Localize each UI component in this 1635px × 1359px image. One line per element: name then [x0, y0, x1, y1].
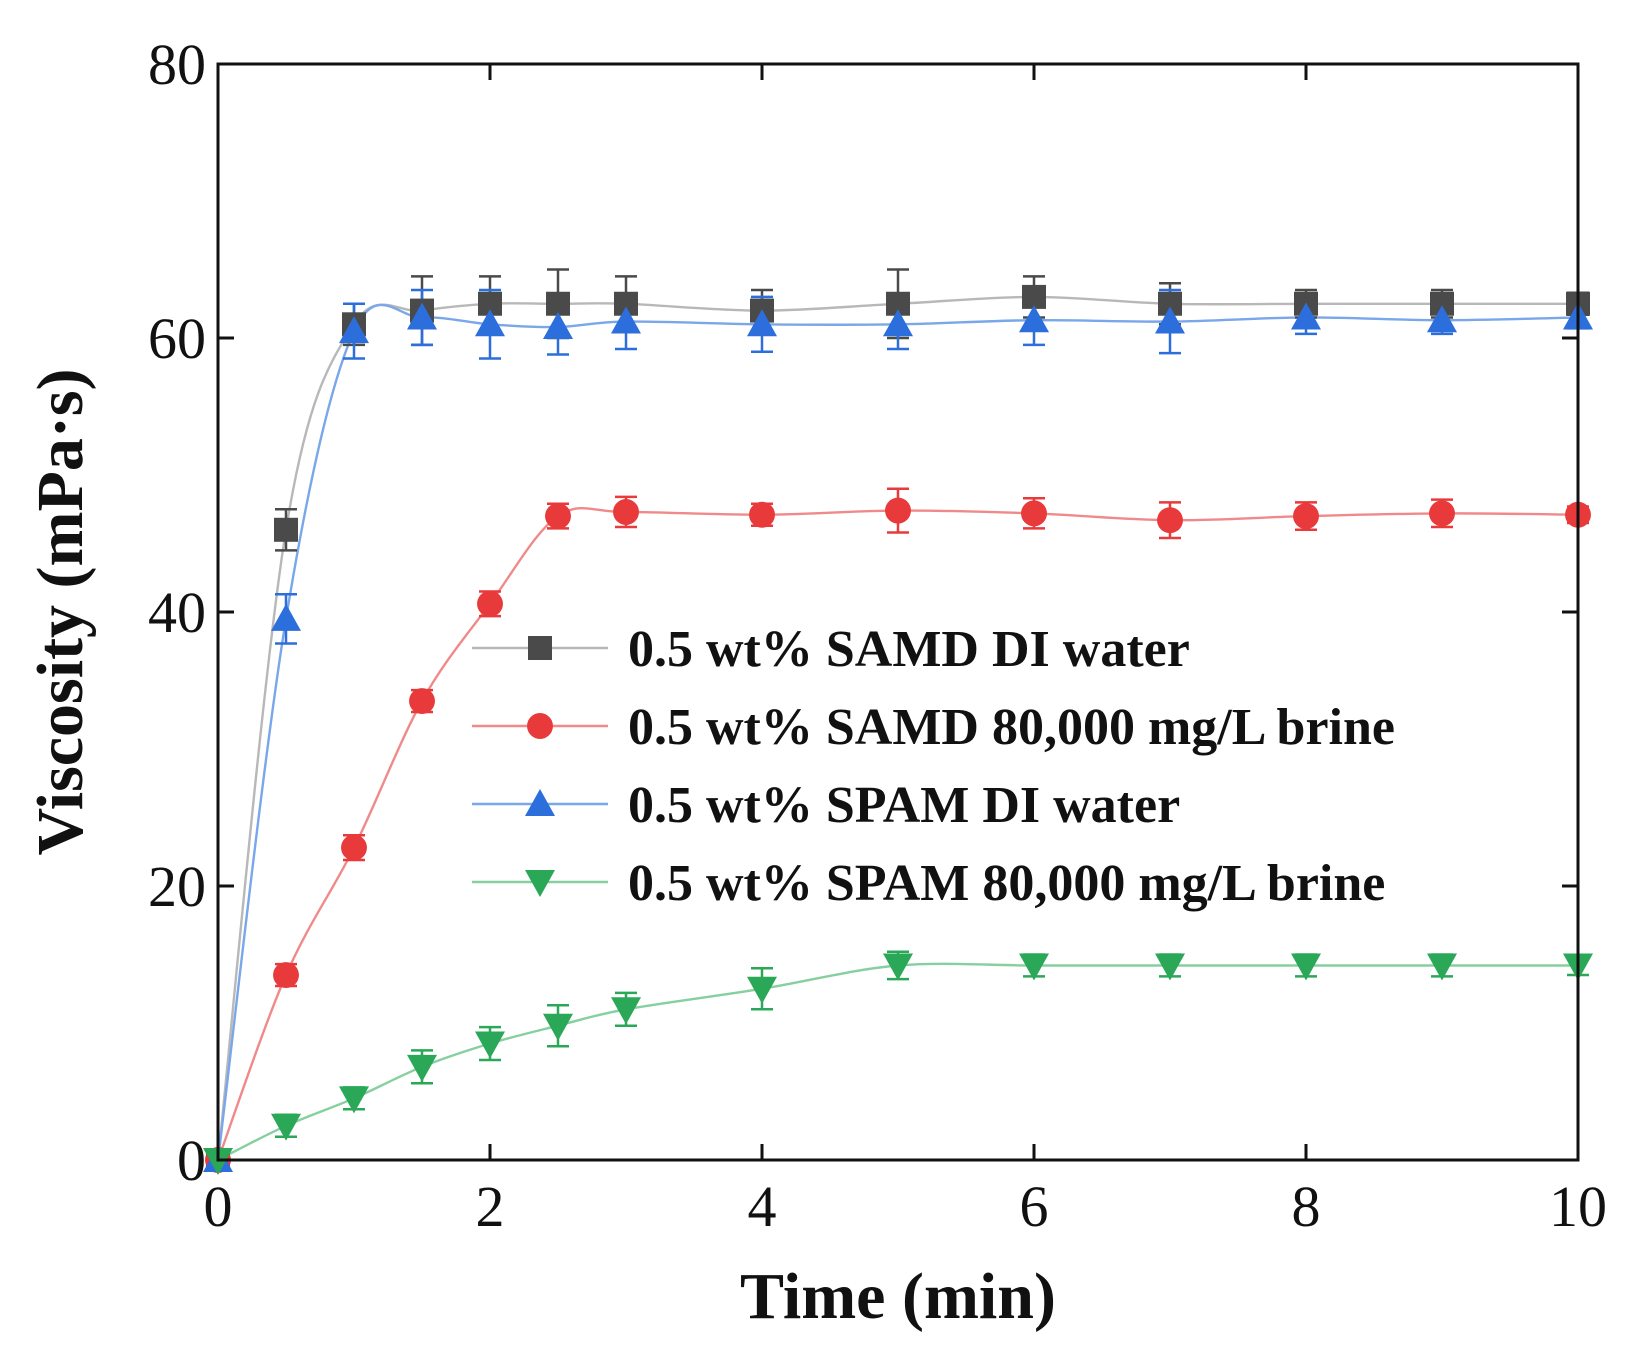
- y-tick-label: 0: [177, 1128, 206, 1193]
- data-point: [475, 309, 505, 337]
- plot-frame: [216, 62, 1580, 1162]
- data-point: [546, 291, 570, 316]
- y-tick-label: 20: [148, 854, 206, 919]
- series-line-3: [216, 303, 1579, 1161]
- x-tick-label: 4: [748, 1174, 777, 1239]
- data-point: [407, 1054, 437, 1082]
- data-point: [883, 309, 913, 337]
- data-point: [274, 517, 298, 542]
- legend-item: 0.5 wt% SAMD 80,000 mg/L brine: [472, 699, 1395, 756]
- y-axis-title: Viscosity (mPa·s): [24, 369, 97, 856]
- data-point: [883, 953, 913, 981]
- x-tick-label: 2: [476, 1174, 505, 1239]
- data-point: [747, 309, 777, 337]
- data-point: [273, 962, 299, 989]
- data-point: [409, 688, 435, 715]
- x-tick-label: 0: [204, 1174, 233, 1239]
- data-point: [407, 302, 437, 330]
- data-point: [1427, 305, 1457, 333]
- data-point: [341, 834, 367, 861]
- y-tick-label: 40: [148, 580, 206, 645]
- legend-marker: [525, 870, 555, 897]
- data-point: [271, 603, 301, 631]
- legend-item: 0.5 wt% SPAM 80,000 mg/L brine: [472, 855, 1385, 912]
- data-point: [611, 306, 641, 334]
- x-tick-label: 10: [1549, 1174, 1607, 1239]
- data-point: [339, 316, 369, 344]
- x-tick-label: 8: [1292, 1174, 1321, 1239]
- data-point: [1291, 953, 1321, 981]
- data-point: [1019, 953, 1049, 981]
- legend-marker: [527, 713, 553, 739]
- data-point: [475, 1031, 505, 1059]
- data-point: [1427, 953, 1457, 981]
- series-line-1: [216, 295, 1578, 1161]
- data-point: [271, 1113, 301, 1141]
- data-point: [749, 501, 775, 528]
- data-point: [1021, 500, 1047, 527]
- tick-labels: 0 2 4 6 8 10 0 20 40 60 80: [148, 32, 1607, 1239]
- data-point: [477, 590, 503, 617]
- data-point: [885, 497, 911, 524]
- data-point: [543, 1013, 573, 1041]
- data-point: [1155, 953, 1185, 981]
- data-point: [1157, 507, 1183, 534]
- legend: 0.5 wt% SAMD DI water 0.5 wt% SAMD 80,000…: [472, 621, 1395, 912]
- legend-label: 0.5 wt% SAMD 80,000 mg/L brine: [628, 699, 1395, 756]
- x-tick-label: 6: [1020, 1174, 1049, 1239]
- data-point: [1291, 302, 1321, 330]
- data-point: [1022, 284, 1046, 309]
- axis-ticks: [216, 62, 1580, 1162]
- data-point: [1155, 306, 1185, 334]
- legend-label: 0.5 wt% SAMD DI water: [628, 621, 1190, 678]
- data-point: [1293, 503, 1319, 530]
- legend-label: 0.5 wt% SPAM 80,000 mg/L brine: [628, 855, 1385, 912]
- data-point: [543, 312, 573, 340]
- legend-marker: [525, 789, 555, 816]
- data-point: [611, 997, 641, 1025]
- data-point: [613, 499, 639, 525]
- legend-item: 0.5 wt% SPAM DI water: [472, 777, 1180, 834]
- legend-item: 0.5 wt% SAMD DI water: [472, 621, 1190, 678]
- data-point: [339, 1086, 369, 1114]
- y-tick-label: 80: [148, 32, 206, 97]
- x-axis-title: Time (min): [740, 1260, 1056, 1333]
- y-tick-label: 60: [148, 306, 206, 371]
- data-point: [1429, 500, 1455, 527]
- legend-marker: [528, 636, 552, 660]
- data-markers: [203, 284, 1593, 1175]
- data-point: [747, 976, 777, 1004]
- legend-label: 0.5 wt% SPAM DI water: [628, 777, 1180, 834]
- data-point: [545, 503, 571, 530]
- data-point: [1019, 305, 1049, 333]
